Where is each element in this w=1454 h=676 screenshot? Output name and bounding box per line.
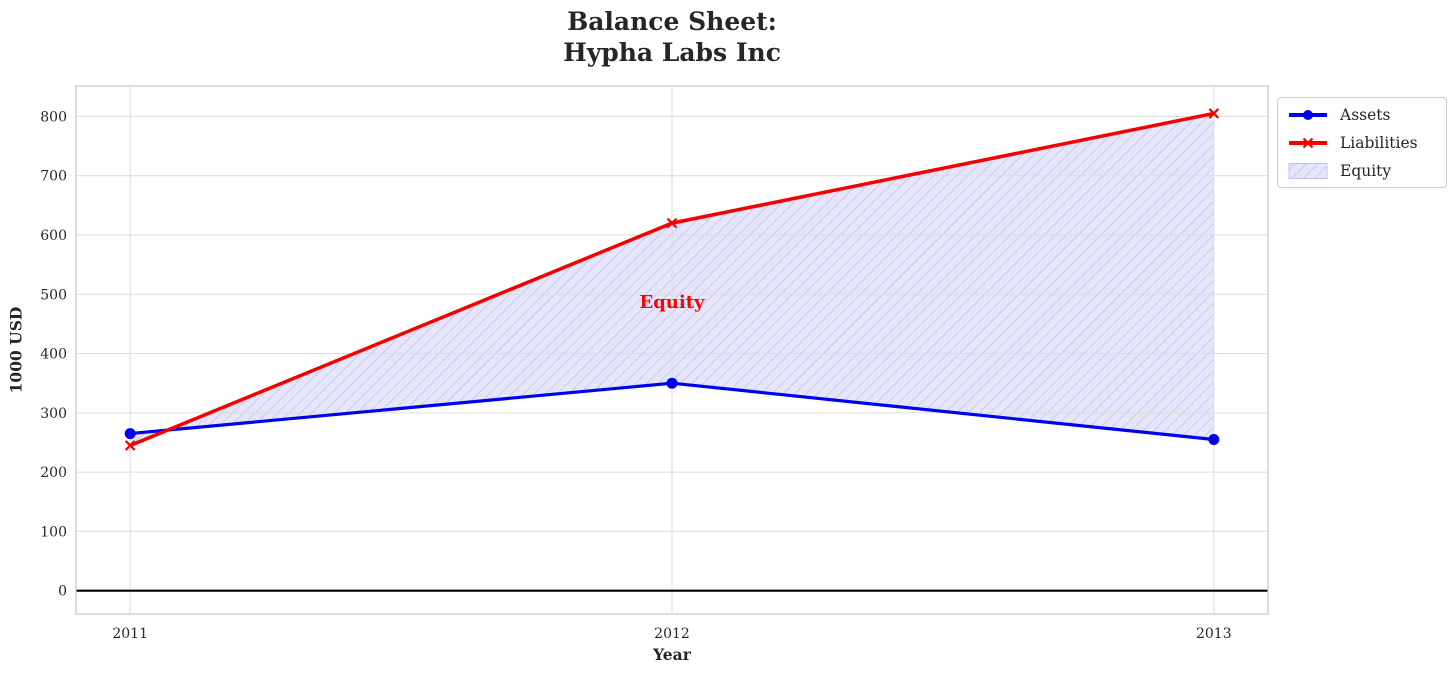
legend-label-assets: Assets <box>1340 106 1391 124</box>
chart-title-line1: Balance Sheet: <box>567 7 777 36</box>
legend: Assets Liabilities Equity <box>1277 97 1447 188</box>
x-tick-label: 2012 <box>654 626 690 642</box>
y-tick-label: 100 <box>40 524 67 540</box>
equity-patch-sample <box>1288 163 1328 179</box>
liabilities-marker <box>666 217 678 229</box>
legend-label-liabilities: Liabilities <box>1340 134 1418 152</box>
x-axis-label: Year <box>653 645 691 664</box>
chart-title: Balance Sheet: Hypha Labs Inc <box>76 6 1268 68</box>
assets-marker <box>1208 434 1220 446</box>
assets-marker <box>124 428 136 440</box>
chart-title-line2: Hypha Labs Inc <box>563 38 781 67</box>
assets-line-sample <box>1289 110 1327 120</box>
liabilities-marker <box>1208 108 1220 119</box>
y-tick-label: 300 <box>40 406 67 422</box>
x-tick-label: 2013 <box>1196 626 1232 642</box>
legend-label-equity: Equity <box>1340 162 1392 180</box>
legend-item-assets: Assets <box>1286 101 1446 129</box>
equity-annotation: Equity <box>639 292 705 314</box>
axes-border <box>75 85 1269 615</box>
assets-marker <box>666 377 678 389</box>
y-tick-label: 400 <box>40 347 67 363</box>
y-tick-label: 600 <box>40 228 67 244</box>
legend-item-liabilities: Liabilities <box>1286 129 1446 157</box>
y-tick-label: 0 <box>58 584 67 600</box>
liabilities-marker <box>124 440 136 451</box>
y-tick-label: 500 <box>40 287 67 303</box>
y-axis-label: 1000 USD <box>6 306 26 394</box>
y-tick-label: 800 <box>40 109 67 125</box>
legend-item-equity: Equity <box>1286 157 1446 185</box>
y-tick-label: 700 <box>40 169 67 185</box>
y-tick-label: 200 <box>40 465 67 481</box>
x-tick-label: 2011 <box>112 626 148 642</box>
liabilities-line-sample <box>1289 137 1327 149</box>
